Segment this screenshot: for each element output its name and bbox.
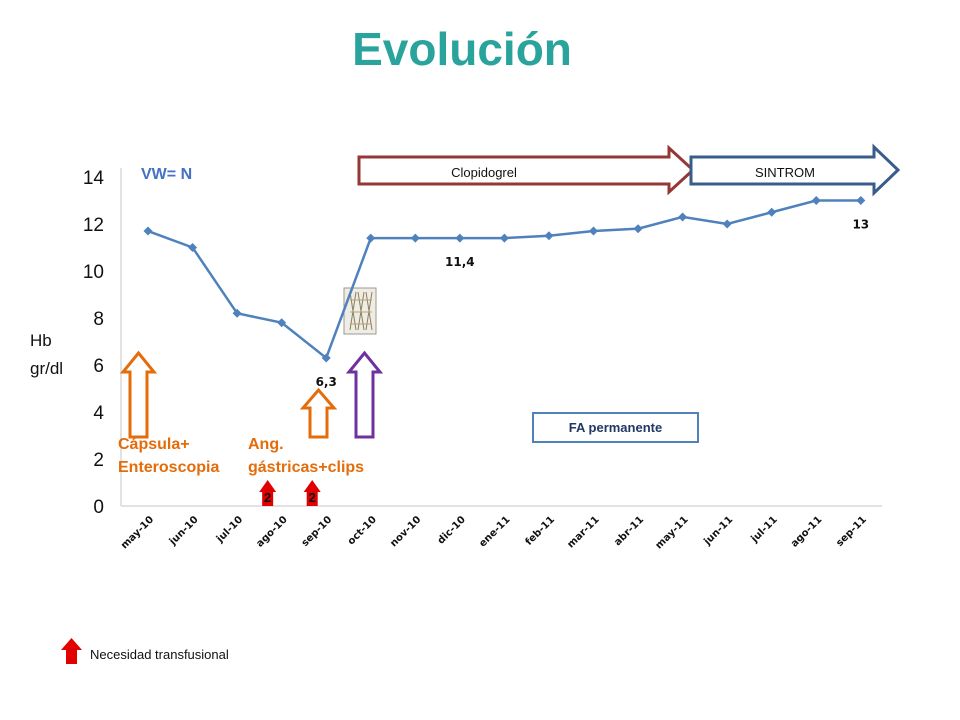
data-point (277, 318, 287, 328)
y-axis-title: Hb gr/dl (30, 331, 63, 378)
legend: Necesidad transfusional (61, 638, 229, 664)
x-tick-label: jun-10 (167, 514, 201, 548)
y-tick-label: 0 (93, 497, 104, 518)
data-point (811, 196, 821, 205)
hb-series-line (147, 199, 861, 360)
x-tick-label: jun-11 (702, 514, 736, 548)
data-point (143, 226, 153, 236)
x-tick-label: ago-11 (789, 514, 824, 549)
y-tick-label: 6 (93, 356, 104, 377)
data-point (544, 231, 554, 241)
x-tick-label: jul-10 (214, 514, 245, 545)
y-tick-label: 2 (93, 450, 104, 471)
y-tick-label: 10 (83, 262, 104, 283)
data-point (856, 196, 866, 205)
clopidogrel-label: Clopidogrel (451, 165, 517, 180)
capsula-label: Cápsula+ Enteroscopia (118, 436, 219, 476)
legend-label: Necesidad transfusional (90, 647, 229, 662)
sintrom-label: SINTROM (755, 165, 815, 180)
x-tick-label: jul-11 (749, 514, 780, 545)
data-point (188, 243, 198, 252)
vw-annotation: VW= N (141, 166, 192, 183)
sintrom-arrow: SINTROM (689, 143, 901, 197)
red-arrow-icon (61, 638, 82, 664)
data-point (678, 212, 688, 222)
x-tick-label: sep-11 (834, 514, 869, 549)
red-arrow-icon (259, 480, 277, 506)
x-tick-label: nov-10 (388, 514, 423, 549)
data-point (589, 226, 598, 236)
transfusion-count: 2 (264, 490, 271, 505)
data-point (366, 233, 376, 243)
slide-title: Evolución (352, 23, 572, 75)
data-label: 11,4 (445, 255, 475, 269)
data-point (722, 219, 732, 229)
data-point (633, 224, 643, 234)
data-point (321, 353, 331, 363)
x-tick-label: may-10 (119, 514, 156, 551)
data-point (410, 233, 420, 243)
x-tick-label: ene-11 (477, 514, 512, 549)
data-point (232, 308, 242, 318)
clopidogrel-arrow: Clopidogrel (357, 144, 696, 196)
fa-permanente-box: FA permanente (532, 412, 699, 443)
x-tick-label: feb-11 (524, 514, 558, 548)
x-tick-label: may-11 (654, 514, 691, 551)
x-tick-label: dic-10 (436, 514, 468, 546)
y-tick-label: 8 (93, 309, 104, 330)
x-tick-label: oct-10 (346, 514, 379, 547)
stent-arrow (345, 350, 384, 439)
y-tick-label: 12 (83, 215, 104, 236)
capsula-arrow (119, 350, 158, 439)
x-tick-label: sep-10 (300, 514, 335, 549)
transfusion-count: 2 (309, 490, 316, 505)
y-tick-label: 4 (93, 403, 104, 424)
x-tick-label: ago-10 (255, 514, 290, 549)
y-tick-label: 14 (83, 168, 105, 189)
angiodysplasia-label: Ang. gástricas+clips (248, 436, 364, 476)
data-label: 6,3 (316, 375, 337, 389)
data-point (767, 207, 777, 217)
x-tick-label: abr-11 (612, 514, 646, 548)
fa-permanente-label: FA permanente (569, 420, 662, 435)
data-point (499, 233, 509, 243)
x-tick-label: mar-11 (565, 514, 601, 550)
clips-arrow (299, 387, 338, 439)
data-point (455, 233, 465, 243)
transfusion-marker: 2 (259, 480, 277, 506)
transfusion-marker: 2 (303, 480, 321, 506)
data-label: 13 (852, 218, 869, 232)
red-arrow-icon (303, 480, 321, 506)
